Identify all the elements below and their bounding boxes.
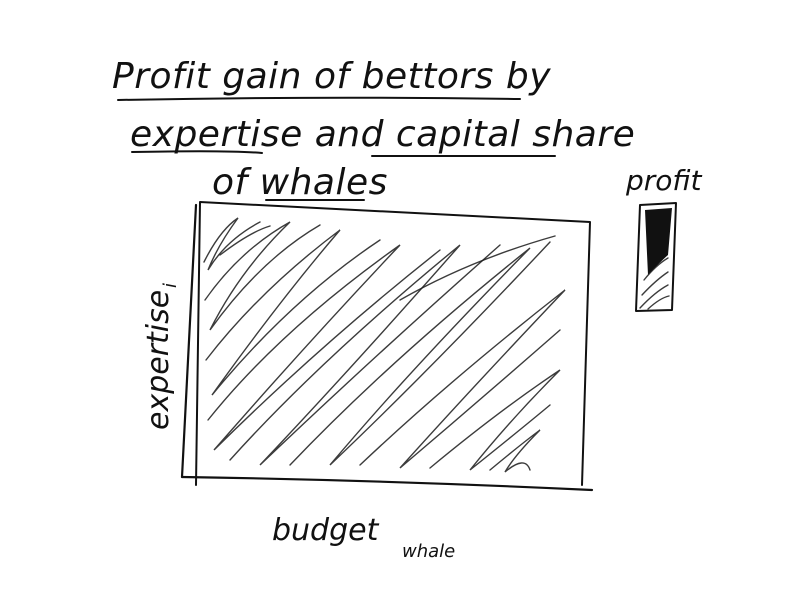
heatmap-hatching bbox=[203, 217, 566, 473]
title-line-1: Profit gain of bettors by bbox=[112, 56, 551, 97]
colorbar-hatching bbox=[639, 257, 670, 310]
y-axis-line bbox=[180, 203, 198, 479]
x-axis-subscript: whale bbox=[402, 541, 455, 562]
legend-label: profit bbox=[625, 164, 703, 197]
title-underline-expertise bbox=[131, 150, 263, 154]
colorbar-dark-fill bbox=[645, 208, 672, 275]
plot-frame bbox=[195, 201, 591, 486]
x-axis-line bbox=[180, 475, 594, 492]
x-axis-label: budget bbox=[272, 513, 380, 548]
y-axis-label-group: expertise i bbox=[141, 283, 181, 430]
y-axis-subscript: i bbox=[160, 283, 181, 288]
colorbar-frame bbox=[635, 202, 677, 312]
title-line-3: of whales bbox=[212, 162, 388, 203]
title-underline-1 bbox=[117, 96, 521, 101]
y-axis-label: expertise bbox=[141, 290, 176, 430]
title-line-2: expertise and capital share bbox=[130, 114, 635, 155]
